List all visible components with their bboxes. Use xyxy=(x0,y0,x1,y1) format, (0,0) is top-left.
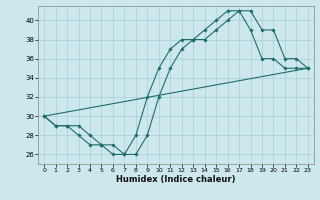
X-axis label: Humidex (Indice chaleur): Humidex (Indice chaleur) xyxy=(116,175,236,184)
